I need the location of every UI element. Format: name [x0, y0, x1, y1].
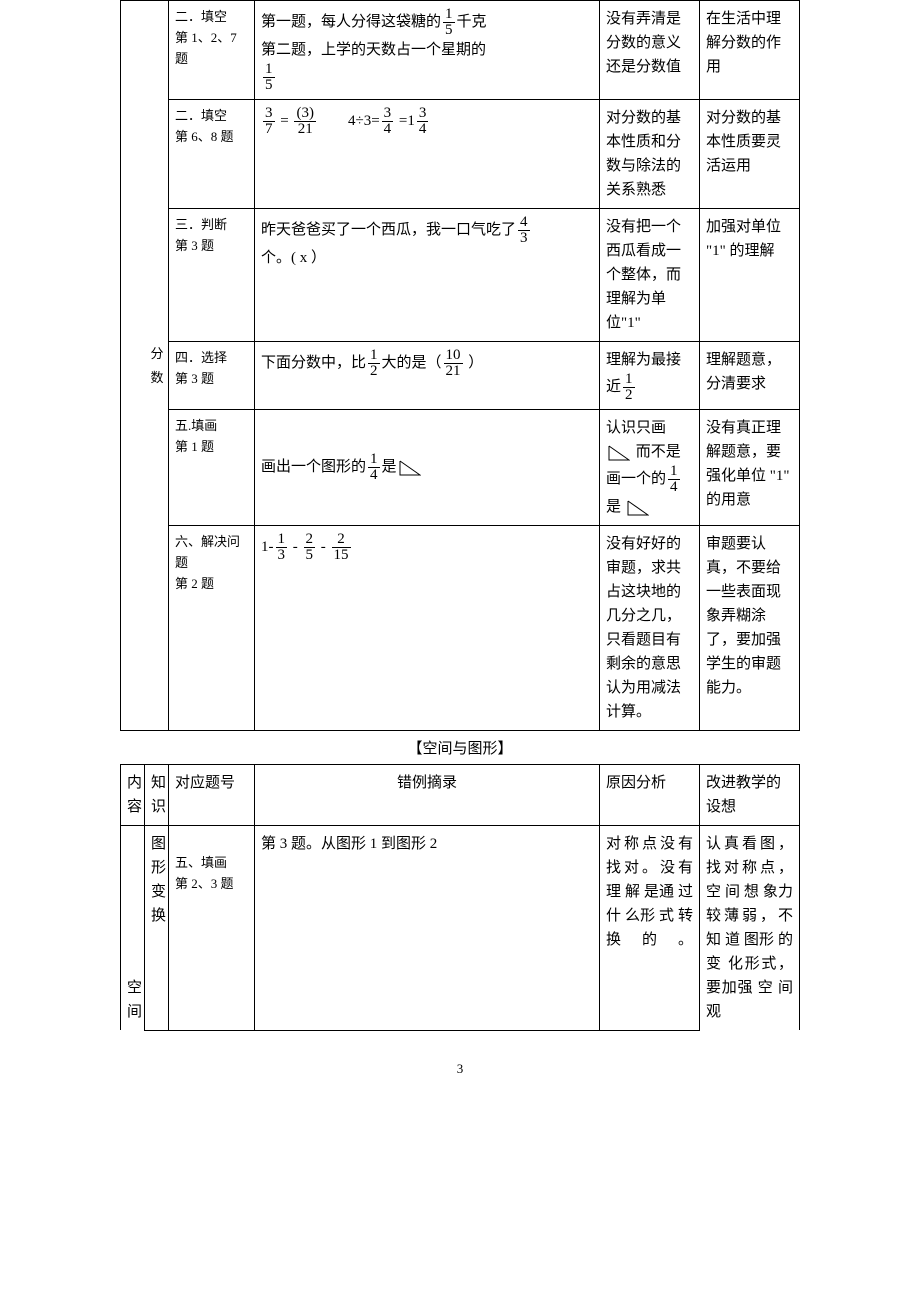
cell-reason: 没有把一个西瓜看成一个整体，而理解为单位"1"	[600, 209, 700, 342]
table-row: 二．填空 第 6、8 题 37 = (3)21 4÷3=34 =134 对分数的…	[121, 100, 800, 209]
table-row: 三．判断 第 3 题 昨天爸爸买了一个西瓜，我一口气吃了43 个。( x ） 没…	[121, 209, 800, 342]
cell-example: 下面分数中，比12大的是（1021 ）	[255, 342, 600, 410]
table-space-shape: 内容 知识 对应题号 错例摘录 原因分析 改进教学的设想 空间 图形变换 五、填…	[120, 764, 800, 1031]
triangle-icon	[608, 445, 630, 461]
fraction: 15	[263, 62, 275, 93]
text: 第二题，上学的天数占一个星期的	[261, 42, 486, 58]
cell-example: 画出一个图形的14是	[255, 410, 600, 526]
table-row: 四．选择 第 3 题 下面分数中，比12大的是（1021 ） 理解为最接近12 …	[121, 342, 800, 410]
cell-category: 分数	[145, 1, 169, 731]
cell-reason: 没有弄清是分数的意义还是分数值	[600, 1, 700, 100]
fraction: (3)21	[294, 106, 316, 137]
cell-qnum: 六、解决问题 第 2 题	[169, 526, 255, 731]
text: 第一题，每人分得这袋糖的	[261, 14, 441, 30]
fraction: 14	[368, 452, 380, 483]
table-row: 六、解决问题 第 2 题 1-13 - 25 - 215 没有好好的审题，求共占…	[121, 526, 800, 731]
cell-improve: 加强对单位 "1" 的理解	[700, 209, 800, 342]
cell-qnum: 四．选择 第 3 题	[169, 342, 255, 410]
fraction: 37	[263, 106, 275, 137]
page: 分数 二．填空 第 1、2、7 题 第一题，每人分得这袋糖的15千克 第二题，上…	[0, 0, 920, 1087]
fraction: 14	[668, 464, 680, 495]
text: 千克	[457, 14, 487, 30]
table-fractions: 分数 二．填空 第 1、2、7 题 第一题，每人分得这袋糖的15千克 第二题，上…	[120, 0, 800, 731]
cell-improve: 没有真正理解题意，要强化单位 "1" 的用意	[700, 410, 800, 526]
category-label: 分数	[151, 346, 164, 385]
fraction: 1021	[444, 348, 463, 379]
triangle-icon	[399, 460, 421, 476]
cell-reason: 对称点没有找对。没有 理 解 是通 过 什 么形 式 转 换的。	[600, 826, 700, 1031]
table-row: 空间 图形变换 五、填画 第 2、3 题 第 3 题。从图形 1 到图形 2 对…	[121, 826, 800, 1031]
head-cell: 原因分析	[600, 765, 700, 826]
cell-qnum: 二．填空 第 1、2、7 题	[169, 1, 255, 100]
cell-qnum: 五.填画 第 1 题	[169, 410, 255, 526]
fraction: 12	[623, 372, 635, 403]
cell-example: 37 = (3)21 4÷3=34 =134	[255, 100, 600, 209]
triangle-icon	[627, 500, 649, 516]
head-cell: 改进教学的设想	[700, 765, 800, 826]
fraction: 215	[332, 532, 351, 563]
cell-reason: 理解为最接近12	[600, 342, 700, 410]
fraction: 43	[518, 215, 530, 246]
cell-improve: 对分数的基本性质要灵活运用	[700, 100, 800, 209]
cell-qnum: 五、填画 第 2、3 题	[169, 826, 255, 1031]
cell-reason: 对分数的基本性质和分数与除法的关系熟悉	[600, 100, 700, 209]
fraction: 34	[417, 106, 429, 137]
head-cell: 对应题号	[169, 765, 255, 826]
table-row: 分数 二．填空 第 1、2、7 题 第一题，每人分得这袋糖的15千克 第二题，上…	[121, 1, 800, 100]
cell-improve: 认真看图，找对称点，空 间 想 象力较薄弱，不 知 道 图形 的 变 化形式，要…	[700, 826, 800, 1031]
cell-knowledge: 图形变换	[145, 826, 169, 1031]
cell-category: 空间	[121, 826, 145, 1031]
qnum-line: 二．填空	[175, 9, 227, 24]
section-title: 【空间与图形】	[120, 731, 800, 760]
cell-qnum: 三．判断 第 3 题	[169, 209, 255, 342]
fraction: 15	[443, 7, 455, 38]
fraction: 13	[276, 532, 288, 563]
cell-improve: 理解题意，分清要求	[700, 342, 800, 410]
cell-reason: 没有好好的审题，求共占这块地的几分之几，只看题目有剩余的意思认为用减法计算。	[600, 526, 700, 731]
table-row: 五.填画 第 1 题 画出一个图形的14是 认识只画 而不是画一个的14是 没有…	[121, 410, 800, 526]
cell-improve: 审题要认真，不要给一些表面现象弄糊涂了，要加强学生的审题能力。	[700, 526, 800, 731]
cell-reason: 认识只画 而不是画一个的14是	[600, 410, 700, 526]
fraction: 12	[368, 348, 380, 379]
table-head-row: 内容 知识 对应题号 错例摘录 原因分析 改进教学的设想	[121, 765, 800, 826]
page-number: 3	[120, 1031, 800, 1087]
head-cell: 错例摘录	[255, 765, 600, 826]
fraction: 25	[304, 532, 316, 563]
cell-example: 第 3 题。从图形 1 到图形 2	[255, 826, 600, 1031]
cell-qnum: 二．填空 第 6、8 题	[169, 100, 255, 209]
fraction: 34	[382, 106, 394, 137]
cell-example: 第一题，每人分得这袋糖的15千克 第二题，上学的天数占一个星期的 15	[255, 1, 600, 100]
head-cell: 知识	[145, 765, 169, 826]
qnum-line: 第 1、2、7 题	[175, 30, 237, 66]
cell-example: 昨天爸爸买了一个西瓜，我一口气吃了43 个。( x ）	[255, 209, 600, 342]
head-cell: 内容	[121, 765, 145, 826]
cell-improve: 在生活中理解分数的作用	[700, 1, 800, 100]
cell-blank-left	[121, 1, 145, 731]
cell-example: 1-13 - 25 - 215	[255, 526, 600, 731]
